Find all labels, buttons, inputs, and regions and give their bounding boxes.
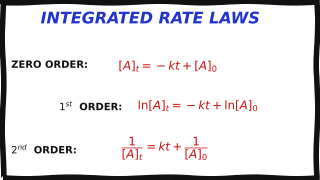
Text: $\ln[A]_t = -kt + \ln[A]_0$: $\ln[A]_t = -kt + \ln[A]_0$: [138, 97, 259, 113]
Text: $2^{nd}$  ORDER:: $2^{nd}$ ORDER:: [11, 142, 78, 155]
Text: INTEGRATED RATE LAWS: INTEGRATED RATE LAWS: [41, 11, 260, 26]
Text: $\dfrac{1}{[A]_t} = kt + \dfrac{1}{[A]_0}$: $\dfrac{1}{[A]_t} = kt + \dfrac{1}{[A]_0…: [122, 134, 209, 163]
Text: $[A]_t = -kt + [A]_0$: $[A]_t = -kt + [A]_0$: [118, 58, 218, 74]
Text: ZERO ORDER:: ZERO ORDER:: [11, 60, 88, 70]
Text: $1^{st}$  ORDER:: $1^{st}$ ORDER:: [59, 98, 123, 112]
